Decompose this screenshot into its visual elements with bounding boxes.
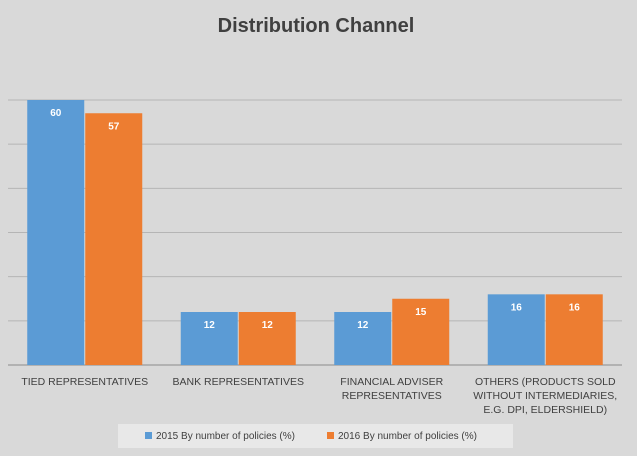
category-label-line: BANK REPRESENTATIVES <box>173 376 304 388</box>
category-label: FINANCIAL ADVISER REPRESENTATIVES <box>340 376 443 402</box>
bar-2015-3 <box>487 294 545 365</box>
legend-swatch-2016 <box>327 432 334 439</box>
category-label: TIED REPRESENTATIVES <box>21 376 148 388</box>
category-labels-group: TIED REPRESENTATIVES BANK REPRESENTATIVES… <box>21 376 617 416</box>
bar-2015-1 <box>180 312 238 365</box>
bar-2015-2 <box>334 312 392 365</box>
category-label-line: REPRESENTATIVES <box>342 390 442 402</box>
category-label-line: OTHERS (PRODUCTS SOLD <box>475 376 616 388</box>
bar-2016-0 <box>85 113 143 365</box>
legend-label-2015: 2015 By number of policies (%) <box>156 431 295 442</box>
data-label: 57 <box>108 121 120 132</box>
data-label: 12 <box>204 320 216 331</box>
category-label-line: TIED REPRESENTATIVES <box>21 376 148 388</box>
category-label: OTHERS (PRODUCTS SOLD WITHOUT INTERMEDIAR… <box>473 376 617 416</box>
data-label: 16 <box>511 302 523 313</box>
data-label: 15 <box>415 307 427 318</box>
bar-2016-3 <box>545 294 603 365</box>
chart-title: Distribution Channel <box>218 15 415 37</box>
data-label: 12 <box>357 320 369 331</box>
data-labels-group: 60 57 12 12 12 15 16 16 <box>50 108 580 331</box>
legend-box <box>118 424 513 448</box>
data-label: 16 <box>569 302 581 313</box>
data-label: 60 <box>50 108 62 119</box>
category-label-line: E.G. DPI, ELDERSHIELD) <box>483 404 607 416</box>
legend-swatch-2015 <box>145 432 152 439</box>
bar-2016-2 <box>392 298 450 365</box>
category-label-line: WITHOUT INTERMEDIARIES, <box>473 390 617 402</box>
bars-group <box>27 100 603 365</box>
category-label: BANK REPRESENTATIVES <box>173 376 304 388</box>
bar-2016-1 <box>238 312 296 365</box>
legend: 2015 By number of policies (%) 2016 By n… <box>118 424 513 448</box>
data-label: 12 <box>262 320 274 331</box>
legend-label-2016: 2016 By number of policies (%) <box>338 431 477 442</box>
bar-2015-0 <box>27 100 85 365</box>
category-label-line: FINANCIAL ADVISER <box>340 376 443 388</box>
